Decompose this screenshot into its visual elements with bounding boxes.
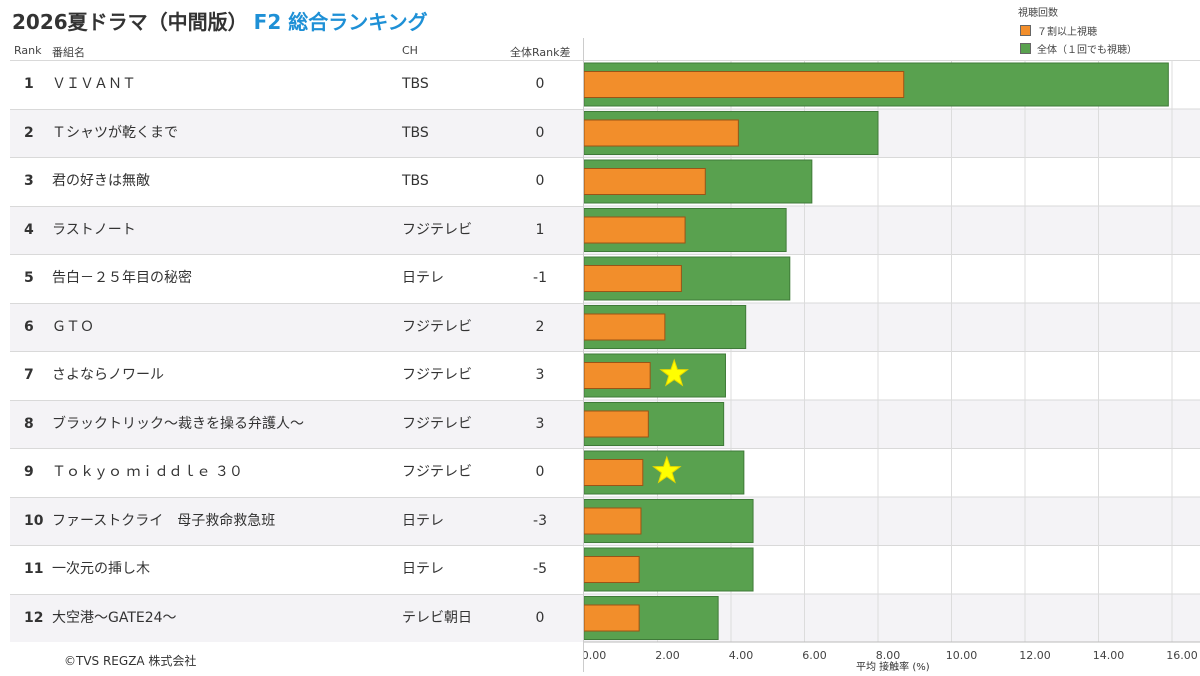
channel-cell: 日テレ [402, 561, 444, 577]
legend-title: 視聴回数 [1018, 8, 1058, 19]
bar-seventy-percent [584, 604, 640, 632]
rank-cell: 3 [24, 173, 34, 189]
rank-diff-cell: 0 [535, 464, 545, 480]
x-tick-label: 10.00 [946, 649, 978, 660]
channel-cell: フジテレビ [402, 367, 472, 383]
rank-cell: 1 [24, 76, 34, 92]
header-program: 番組名 [52, 46, 85, 59]
rank-diff-cell: 3 [535, 415, 545, 432]
x-tick-label: 16.00 [1166, 649, 1198, 660]
legend-swatch-green [1020, 43, 1031, 54]
x-axis-title: 平均 接触率 (%) [856, 662, 930, 673]
legend-item-seventy[interactable]: ７割以上視聴 [1020, 23, 1137, 38]
legend-label-seventy: ７割以上視聴 [1037, 27, 1097, 38]
rank-cell: 4 [24, 221, 34, 238]
rank-cell: 8 [24, 415, 34, 432]
bar-seventy-percent [584, 216, 686, 244]
rank-diff-cell: -5 [533, 561, 547, 577]
rank-diff-cell: 0 [535, 173, 545, 189]
program-name: 告白－２５年目の秘密 [52, 270, 192, 286]
legend-swatch-orange [1020, 25, 1031, 36]
legend: 視聴回数 ７割以上視聴 全体（１回でも視聴） [1018, 4, 1137, 59]
rank-cell: 12 [24, 609, 44, 626]
bar-chart: 0.00 2.00 4.00 6.00 8.00 10.00 12.00 14.00 16.00 [584, 60, 1200, 660]
program-name: ブラックトリック～裁きを操る弁護人～ [52, 415, 304, 432]
rank-diff-cell: 0 [535, 124, 545, 141]
rank-diff-cell: 0 [535, 76, 545, 92]
program-name: さよならノワール [52, 367, 164, 383]
program-name: Ｔシャツが乾くまで [52, 124, 178, 141]
program-name: ＧＴＯ [52, 318, 94, 335]
x-tick-label: 6.00 [802, 649, 827, 660]
rank-cell: 9 [24, 464, 34, 480]
copyright: ©TVS REGZA 株式会社 [64, 654, 197, 668]
bar-seventy-percent [584, 313, 666, 341]
bar-seventy-percent [584, 168, 706, 195]
x-tick-label: 8.00 [876, 649, 901, 660]
bar-seventy-percent [584, 507, 642, 535]
legend-item-all[interactable]: 全体（１回でも視聴） [1020, 41, 1137, 56]
header-rank: Rank [14, 44, 42, 57]
channel-cell: フジテレビ [402, 464, 472, 480]
legend-label-all: 全体（１回でも視聴） [1037, 45, 1137, 56]
rank-diff-cell: 1 [535, 221, 545, 238]
x-tick-label: 2.00 [655, 649, 680, 660]
bar-seventy-percent [584, 265, 682, 292]
rank-cell: 10 [24, 512, 44, 529]
program-name: ＶＩＶＡＮＴ [52, 76, 136, 92]
program-name: ファーストクライ 母子救命救急班 [52, 512, 276, 529]
program-name: 大空港～GATE24～ [52, 609, 177, 626]
rank-diff-cell: 2 [535, 318, 545, 335]
star-icon [659, 358, 689, 387]
channel-cell: TBS [402, 173, 429, 189]
channel-cell: テレビ朝日 [402, 609, 472, 626]
rank-cell: 5 [24, 270, 34, 286]
rank-cell: 7 [24, 367, 34, 383]
bar-seventy-percent [584, 71, 905, 98]
channel-cell: フジテレビ [402, 318, 472, 335]
chart-title: 2026夏ドラマ（中間版） F2 総合ランキング [12, 6, 428, 35]
program-name: 君の好きは無敵 [52, 173, 150, 189]
title-main: 2026夏ドラマ（中間版） [12, 10, 248, 34]
rank-diff-cell: -3 [533, 512, 547, 529]
x-tick-label: 14.00 [1093, 649, 1125, 660]
rank-diff-cell: 0 [535, 609, 545, 626]
x-tick-label: 4.00 [729, 649, 754, 660]
bar-seventy-percent [584, 119, 739, 147]
x-tick-label: 12.00 [1019, 649, 1051, 660]
rank-diff-cell: -1 [533, 270, 547, 286]
header-diff: 全体Rank差 [510, 46, 571, 59]
program-name: ラストノート [52, 221, 136, 238]
channel-cell: フジテレビ [402, 415, 472, 432]
channel-cell: 日テレ [402, 270, 444, 286]
title-subtitle: F2 総合ランキング [253, 10, 428, 34]
program-name: 一次元の挿し木 [52, 561, 150, 577]
x-tick-label: 0.00 [584, 649, 606, 660]
bar-seventy-percent [584, 556, 640, 583]
header-ch: CH [402, 44, 418, 57]
rank-cell: 2 [24, 124, 34, 141]
program-name: Ｔｏｋｙｏ ｍｉｄｄｌｅ ３０ [52, 464, 243, 480]
channel-cell: TBS [402, 76, 429, 92]
bar-seventy-percent [584, 362, 651, 389]
rank-cell: 6 [24, 318, 34, 335]
channel-cell: TBS [402, 124, 429, 141]
channel-cell: 日テレ [402, 512, 444, 529]
bar-seventy-percent [584, 410, 649, 438]
channel-cell: フジテレビ [402, 221, 472, 238]
bar-seventy-percent [584, 459, 644, 486]
star-icon [652, 455, 682, 484]
rank-cell: 11 [24, 561, 44, 577]
rank-diff-cell: 3 [535, 367, 545, 383]
